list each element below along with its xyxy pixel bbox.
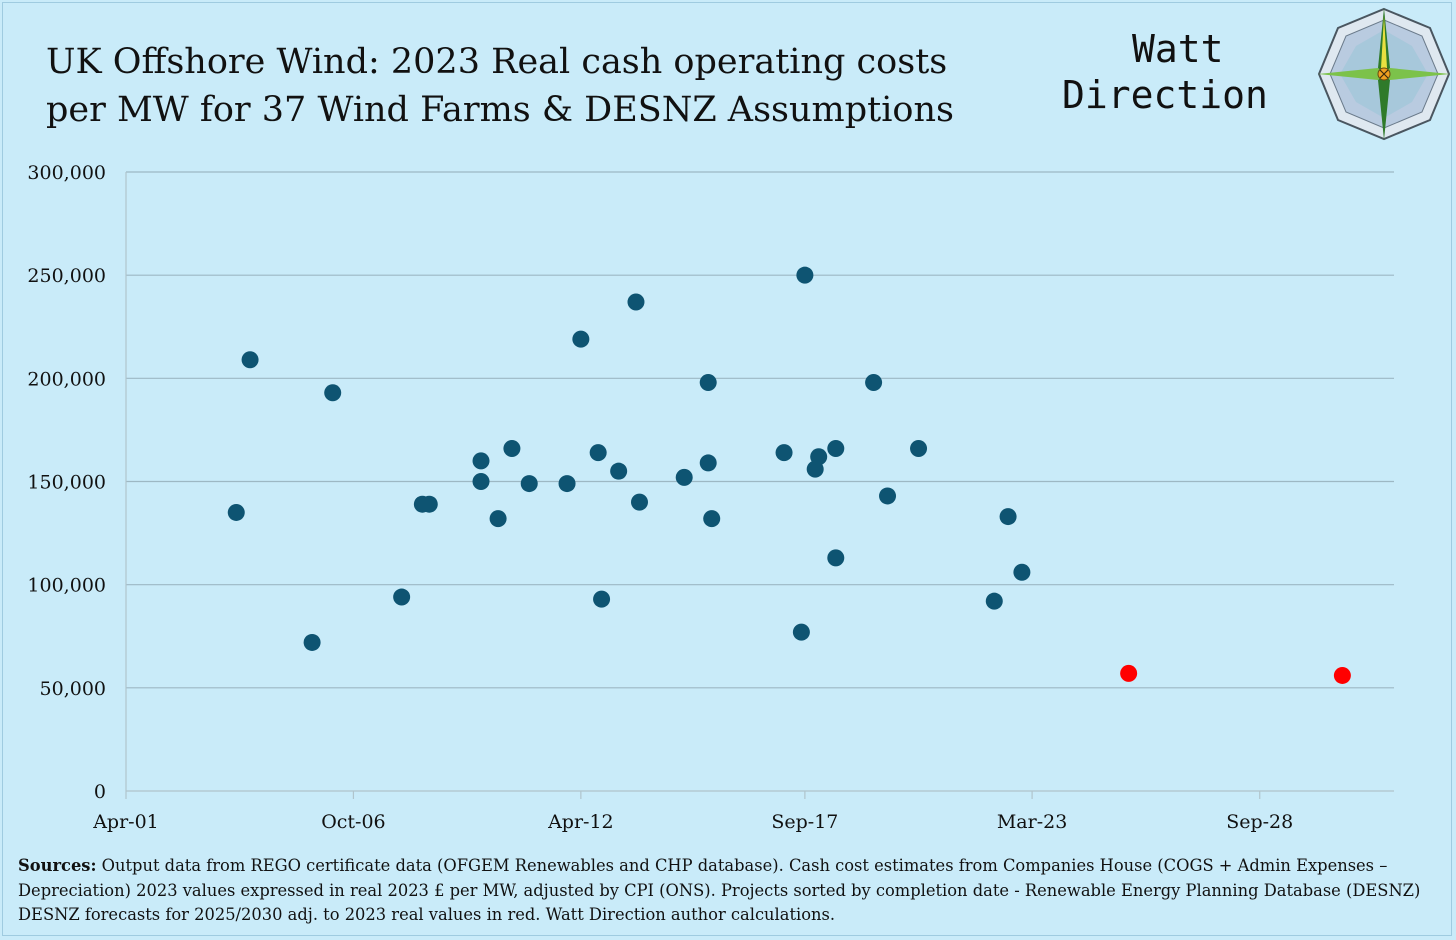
data-point [241,351,259,369]
data-point [572,330,590,348]
y-tick-label: 0 [94,781,106,803]
data-point [827,439,845,457]
data-point [589,444,607,462]
x-axis-ticks: Apr-01 Oct-06 Apr-12 Sep-17 Mar-23 Sep-28 [92,791,1293,833]
sources-label: Sources: [18,856,97,875]
data-point [227,503,245,521]
y-tick-label: 200,000 [27,368,106,390]
data-point [503,439,521,457]
data-point [593,590,611,608]
chart-title: UK Offshore Wind: 2023 Real cash operati… [46,38,1046,134]
brand-name: Watt Direction [1062,26,1312,118]
x-tick-label: Mar-23 [997,811,1067,833]
y-tick-label: 300,000 [27,162,106,184]
data-point [627,293,645,311]
data-point [879,487,897,505]
data-point [910,439,928,457]
data-point [558,475,576,493]
sources-text: Output data from REGO certificate data (… [18,856,1421,924]
data-point [792,623,810,641]
data-point [393,588,411,606]
data-point [520,475,538,493]
brand-line-2: Direction [1062,73,1268,117]
data-point [827,549,845,567]
compass-rose-icon [1317,7,1451,141]
x-tick-label: Sep-28 [1226,811,1293,833]
data-point [775,444,793,462]
data-point [324,384,342,402]
gridlines [126,171,1394,689]
data-point [699,373,717,391]
data-point [630,493,648,511]
axes [125,172,1394,792]
y-tick-label: 100,000 [27,575,106,597]
data-point [675,468,693,486]
data-point [610,462,628,480]
x-tick-label: Apr-01 [92,811,159,833]
data-point [810,448,828,466]
title-line-2: per MW for 37 Wind Farms & DESNZ Assumpt… [46,90,954,130]
title-line-1: UK Offshore Wind: 2023 Real cash operati… [46,42,948,82]
forecast-point [1120,664,1138,682]
data-point [420,495,438,513]
scatter-chart: 0 50,000 100,000 150,000 200,000 250,000 300,0… [27,162,1394,833]
data-points [227,266,1351,684]
data-point [796,266,814,284]
data-point [699,454,717,472]
data-point [1013,563,1031,581]
y-tick-label: 150,000 [27,472,106,494]
brand-line-1: Watt [1132,27,1224,71]
data-point [303,633,321,651]
sources-note: Sources: Output data from REGO certifica… [18,854,1443,928]
data-point [985,592,1003,610]
y-tick-label: 50,000 [40,678,106,700]
x-tick-label: Apr-12 [547,811,614,833]
data-point [472,473,490,490]
y-axis-ticks: 0 50,000 100,000 150,000 200,000 250,000 300,0… [27,162,106,803]
x-tick-label: Sep-17 [771,811,838,833]
data-point [472,452,490,470]
data-point [703,510,721,528]
y-tick-label: 250,000 [27,265,106,287]
data-point [865,373,883,391]
data-point [489,510,507,528]
x-tick-label: Oct-06 [321,811,385,833]
forecast-point [1333,666,1351,684]
data-point [999,508,1017,526]
